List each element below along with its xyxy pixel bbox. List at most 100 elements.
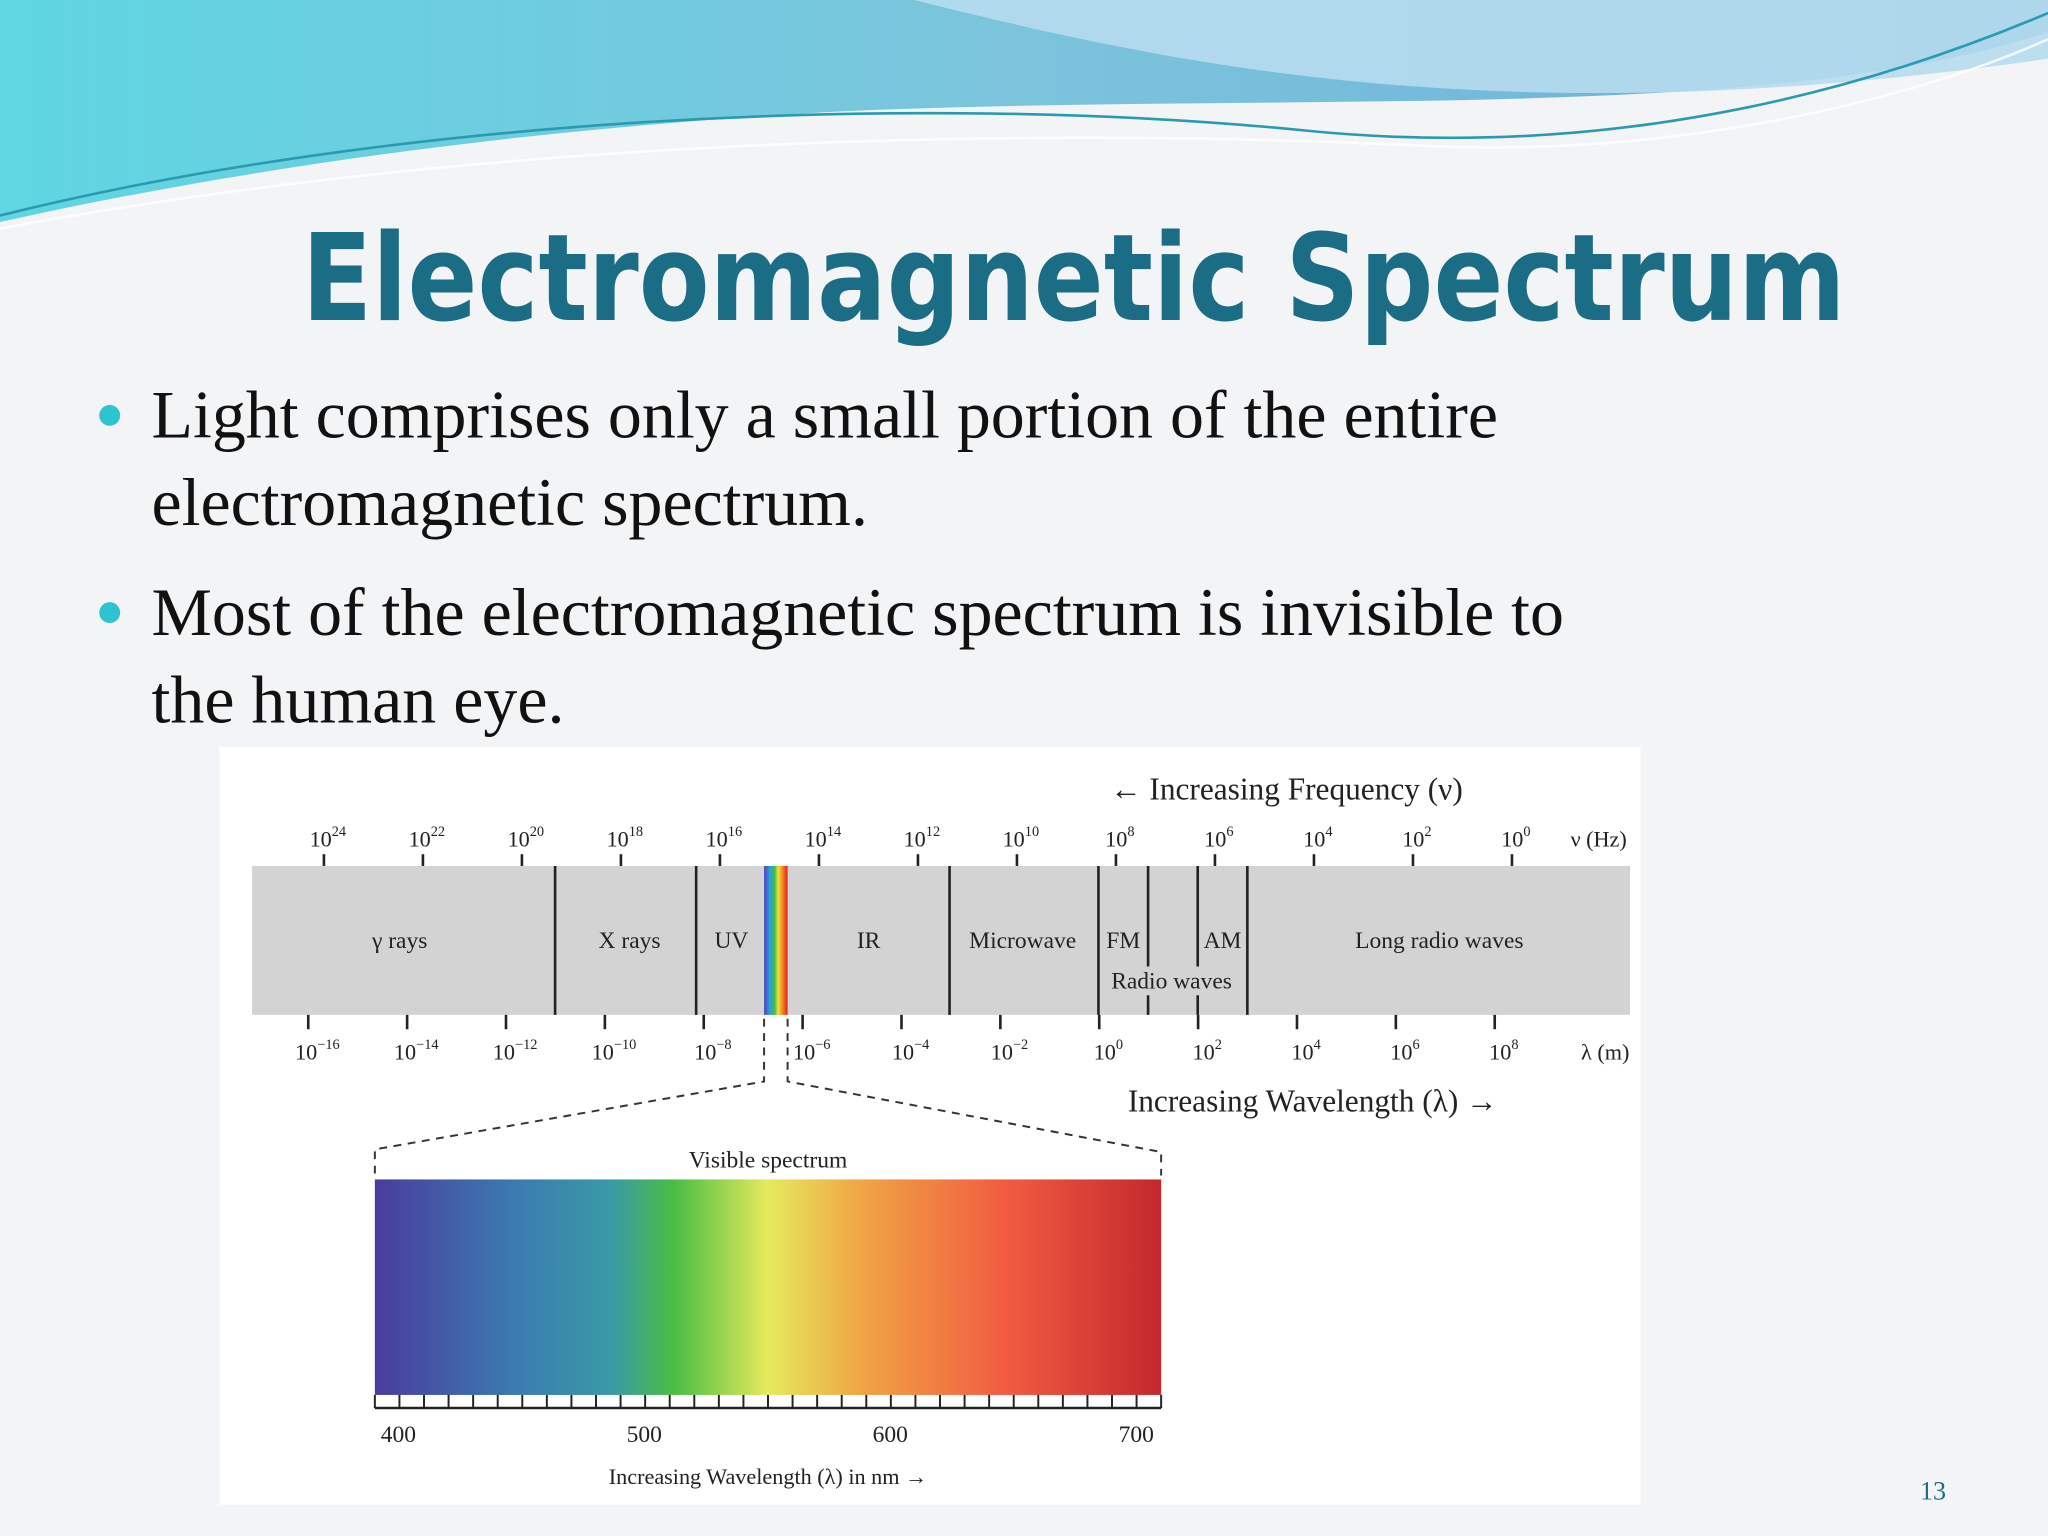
tick-base: 10 bbox=[508, 826, 530, 851]
bullet-text: Light comprises only a small portion of … bbox=[152, 377, 1499, 453]
bullet-dot bbox=[99, 404, 121, 426]
tick-exponent: −6 bbox=[815, 1037, 830, 1053]
wavelength-tick-label: 100 bbox=[1094, 1037, 1123, 1064]
wavelength-tick-label: 10−4 bbox=[892, 1037, 929, 1064]
wavelength-tick-label: 10−16 bbox=[295, 1037, 340, 1064]
tick-exponent: 10 bbox=[1025, 824, 1039, 840]
band-label: Radio waves bbox=[1111, 969, 1232, 995]
bullet-text: the human eye. bbox=[152, 661, 565, 737]
band-label: X rays bbox=[599, 928, 661, 954]
band-label: UV bbox=[714, 928, 748, 954]
band-label: FM bbox=[1106, 928, 1140, 954]
tick-exponent: 8 bbox=[1511, 1037, 1518, 1053]
tick-base: 10 bbox=[1501, 826, 1523, 851]
tick-exponent: 2 bbox=[1424, 824, 1431, 840]
tick-base: 10 bbox=[991, 1039, 1013, 1064]
tick-exponent: −4 bbox=[914, 1037, 929, 1053]
tick-exponent: 6 bbox=[1226, 824, 1233, 840]
band-dividers bbox=[553, 865, 1249, 1015]
band-label: Microwave bbox=[969, 928, 1076, 954]
tick-exponent: 6 bbox=[1412, 1037, 1419, 1053]
wavelength-unit: λ (m) bbox=[1581, 1039, 1629, 1064]
tick-base: 10 bbox=[904, 826, 926, 851]
tick-base: 10 bbox=[592, 1039, 614, 1064]
tick-base: 10 bbox=[694, 1039, 716, 1064]
tick-exponent: 4 bbox=[1314, 1037, 1321, 1053]
frequency-tick-label: 100 bbox=[1501, 824, 1530, 851]
visible-tick-label: 500 bbox=[627, 1422, 662, 1448]
tick-exponent: −2 bbox=[1013, 1037, 1028, 1053]
frequency-tick-label: 1020 bbox=[508, 824, 545, 851]
tick-base: 10 bbox=[1204, 826, 1226, 851]
visible-gradient bbox=[374, 1179, 1162, 1395]
frequency-tick-label: 1010 bbox=[1003, 824, 1040, 851]
band-label: γ rays bbox=[371, 928, 427, 954]
frequency-unit: ν (Hz) bbox=[1571, 826, 1627, 851]
tick-exponent: 18 bbox=[629, 824, 643, 840]
tick-exponent: −8 bbox=[716, 1037, 731, 1053]
tick-base: 10 bbox=[295, 1039, 317, 1064]
frequency-tick-label: 108 bbox=[1105, 824, 1134, 851]
frequency-tick-label: 1024 bbox=[310, 824, 347, 851]
header-waves bbox=[0, 0, 2048, 230]
band-label: IR bbox=[857, 928, 881, 954]
bullet-text: electromagnetic spectrum. bbox=[152, 464, 868, 540]
wavelength-tick-label: 10−12 bbox=[493, 1037, 538, 1064]
wavelength-tick-label: 102 bbox=[1193, 1037, 1222, 1064]
tick-base: 10 bbox=[1105, 826, 1127, 851]
tick-base: 10 bbox=[310, 826, 332, 851]
tick-base: 10 bbox=[1193, 1039, 1215, 1064]
frequency-tick-label: 102 bbox=[1402, 824, 1431, 851]
frequency-tick-label: 1016 bbox=[706, 824, 743, 851]
tick-base: 10 bbox=[1291, 1039, 1313, 1064]
bullet-dot bbox=[99, 602, 121, 624]
tick-base: 10 bbox=[1390, 1039, 1412, 1064]
tick-base: 10 bbox=[1094, 1039, 1116, 1064]
tick-exponent: 14 bbox=[827, 824, 841, 840]
spectrum-bar bbox=[252, 865, 1631, 1015]
tick-exponent: −12 bbox=[515, 1037, 537, 1053]
wavelength-tick-label: 104 bbox=[1291, 1037, 1320, 1064]
page-number: 13 bbox=[1920, 1476, 1946, 1505]
frequency-tick-label: 106 bbox=[1204, 824, 1233, 851]
visible-tick-label: 600 bbox=[873, 1422, 908, 1448]
wavelength-tick-label: 10−10 bbox=[592, 1037, 637, 1064]
tick-exponent: 8 bbox=[1127, 824, 1134, 840]
wavelength-tick-label: 10−8 bbox=[694, 1037, 731, 1064]
tick-base: 10 bbox=[493, 1039, 515, 1064]
visible-tick-label: 400 bbox=[381, 1422, 416, 1448]
tick-base: 10 bbox=[1489, 1039, 1511, 1064]
tick-exponent: 12 bbox=[926, 824, 940, 840]
tick-exponent: 4 bbox=[1325, 824, 1332, 840]
wavelength-title: Increasing Wavelength (λ) → bbox=[1128, 1084, 1498, 1119]
tick-base: 10 bbox=[706, 826, 728, 851]
tick-base: 10 bbox=[409, 826, 431, 851]
wavelength-tick-label: 10−6 bbox=[793, 1037, 830, 1064]
tick-base: 10 bbox=[1303, 826, 1325, 851]
tick-exponent: 0 bbox=[1523, 824, 1530, 840]
tick-exponent: 2 bbox=[1215, 1037, 1222, 1053]
tick-base: 10 bbox=[394, 1039, 416, 1064]
visible-tick-label: 700 bbox=[1119, 1422, 1154, 1448]
tick-base: 10 bbox=[892, 1039, 914, 1064]
tick-exponent: 22 bbox=[431, 824, 445, 840]
visible-title: Visible spectrum bbox=[689, 1148, 848, 1174]
frequency-tick-label: 104 bbox=[1303, 824, 1332, 851]
tick-base: 10 bbox=[1402, 826, 1424, 851]
frequency-tick-label: 1022 bbox=[409, 824, 446, 851]
tick-exponent: −14 bbox=[416, 1037, 438, 1053]
wavelength-tick-label: 10−14 bbox=[394, 1037, 439, 1064]
tick-base: 10 bbox=[805, 826, 827, 851]
frequency-tick-label: 1012 bbox=[904, 824, 941, 851]
visible-axis-title: Increasing Wavelength (λ) in nm → bbox=[609, 1464, 927, 1489]
tick-exponent: 20 bbox=[530, 824, 544, 840]
tick-base: 10 bbox=[793, 1039, 815, 1064]
tick-exponent: 16 bbox=[728, 824, 742, 840]
band-label: AM bbox=[1204, 928, 1242, 954]
zoom-lines bbox=[373, 1018, 1163, 1176]
tick-exponent: −10 bbox=[614, 1037, 636, 1053]
bullet-text: Most of the electromagnetic spectrum is … bbox=[152, 574, 1565, 650]
wavelength-tick-label: 106 bbox=[1390, 1037, 1419, 1064]
